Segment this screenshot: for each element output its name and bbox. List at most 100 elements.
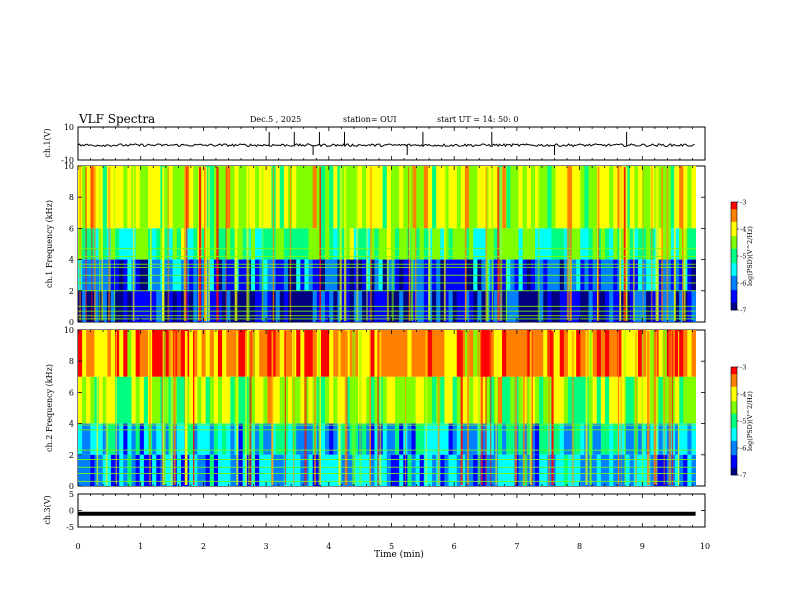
- spectrogram-streak: [304, 331, 307, 485]
- spectrogram-cell: [115, 228, 120, 260]
- spectrogram-cell: [78, 330, 83, 377]
- spectrogram-cell: [592, 330, 598, 377]
- colorbar-step: [731, 275, 737, 278]
- spectrogram-cell: [263, 376, 268, 424]
- spectrogram-cell: [193, 228, 198, 260]
- spectrogram-cell: [382, 228, 388, 260]
- spectrogram-streak: [369, 331, 372, 485]
- colorbar-step: [731, 469, 737, 472]
- spectrogram-cell: [526, 376, 532, 424]
- spectrogram-cell: [415, 423, 421, 455]
- spectrogram-cell: [263, 166, 268, 229]
- ch2-spectrogram-ylabel: ch.2 Frequency (kHz): [45, 364, 54, 452]
- spectrogram-cell: [658, 454, 664, 486]
- spectrogram-cell: [205, 330, 211, 377]
- colorbar-step: [731, 245, 737, 248]
- spectrogram-cell: [119, 454, 124, 486]
- spectrogram-cell: [382, 166, 388, 229]
- colorbar-step: [731, 395, 737, 398]
- spectrogram-cell: [390, 423, 396, 455]
- spectrogram-cell: [102, 454, 108, 486]
- spectrogram-cell: [98, 330, 104, 377]
- spectrogram-cell: [86, 376, 91, 424]
- spectrogram-cell: [596, 423, 602, 455]
- colorbar-step: [731, 455, 737, 458]
- spectrogram-cell: [325, 454, 330, 486]
- spectrogram-cell: [119, 330, 124, 377]
- spectrogram-cell: [675, 166, 680, 229]
- spectrogram-cell: [633, 228, 639, 260]
- colorbar-step: [731, 374, 737, 377]
- spectrogram-cell: [502, 166, 507, 229]
- spectrogram-cell: [609, 228, 614, 260]
- spectrogram-cell: [370, 454, 375, 486]
- spectrogram-cell: [193, 423, 198, 455]
- spectrogram-cell: [530, 330, 536, 377]
- spectrogram-cell: [390, 330, 396, 377]
- y-tick-label: 8: [69, 193, 74, 202]
- spectrogram-cell: [172, 228, 178, 260]
- spectrogram-cell: [485, 423, 491, 455]
- spectrogram-cell: [176, 454, 182, 486]
- spectrogram-cell: [629, 228, 635, 260]
- spectrogram-cell: [600, 166, 606, 229]
- spectrogram-streak: [547, 331, 550, 485]
- spectrogram-streak: [318, 331, 320, 485]
- ch1-waveform-line: [77, 143, 695, 148]
- spectrogram-cell: [106, 423, 112, 455]
- spectrogram-cell: [197, 454, 202, 486]
- spectrogram-cell: [502, 376, 507, 424]
- spectrogram-cell: [687, 423, 692, 455]
- spectrogram-cell: [370, 423, 375, 455]
- spectrogram-streak: [163, 331, 166, 485]
- y-tick-label: 2: [69, 451, 74, 460]
- spectrogram-streak: [114, 167, 116, 321]
- spectrogram-cell: [176, 228, 182, 260]
- spectrogram-cell: [201, 423, 207, 455]
- spectrogram-cell: [197, 376, 202, 424]
- spectrogram-cell: [156, 454, 161, 486]
- colorbar-step: [731, 265, 737, 268]
- colorbar-step: [731, 241, 737, 244]
- spectrogram-cell: [539, 376, 544, 424]
- spectrogram-cell: [131, 376, 137, 424]
- spectrogram-cell: [629, 376, 635, 424]
- colorbar-step: [731, 227, 737, 230]
- spectrogram-cell: [271, 376, 277, 424]
- spectrogram-cell: [164, 166, 169, 229]
- spectrogram-cell: [176, 423, 182, 455]
- spectrogram-cell: [440, 454, 445, 486]
- spectrogram-cell: [650, 423, 655, 455]
- spectrogram-cell: [448, 376, 454, 424]
- spectrogram-streak: [386, 167, 389, 321]
- spectrogram-streak: [236, 331, 239, 485]
- spectrogram-cell: [193, 330, 198, 377]
- spectrogram-cell: [563, 228, 569, 260]
- spectrogram-cell: [411, 454, 417, 486]
- spectrogram-cell: [526, 228, 532, 260]
- colorbar-step: [731, 209, 737, 212]
- spectrogram-cell: [123, 376, 128, 424]
- spectrogram-cell: [329, 376, 334, 424]
- spectrogram-cell: [320, 376, 326, 424]
- spectrogram-cell: [436, 166, 441, 229]
- spectrogram-cell: [465, 166, 470, 229]
- spectrogram-cell: [395, 454, 400, 486]
- spectrogram-cell: [580, 376, 585, 424]
- spectrogram-cell: [362, 423, 367, 455]
- colorbar-step: [731, 252, 737, 255]
- spectrogram-cell: [563, 376, 569, 424]
- spectrogram-cell: [609, 376, 614, 424]
- colorbar-step: [731, 288, 737, 291]
- spectrogram-cell: [189, 454, 194, 486]
- spectrogram-cell: [522, 228, 528, 260]
- spectrogram-cell: [222, 454, 227, 486]
- spectrogram-cell: [687, 166, 692, 229]
- spectrogram-cell: [572, 376, 577, 424]
- spectrogram-cell: [535, 454, 540, 486]
- spectrogram-cell: [283, 454, 289, 486]
- spectrogram-cell: [205, 454, 211, 486]
- spectrogram-cell: [255, 454, 260, 486]
- spectrogram-cell: [374, 166, 379, 229]
- spectrogram-cell: [617, 454, 622, 486]
